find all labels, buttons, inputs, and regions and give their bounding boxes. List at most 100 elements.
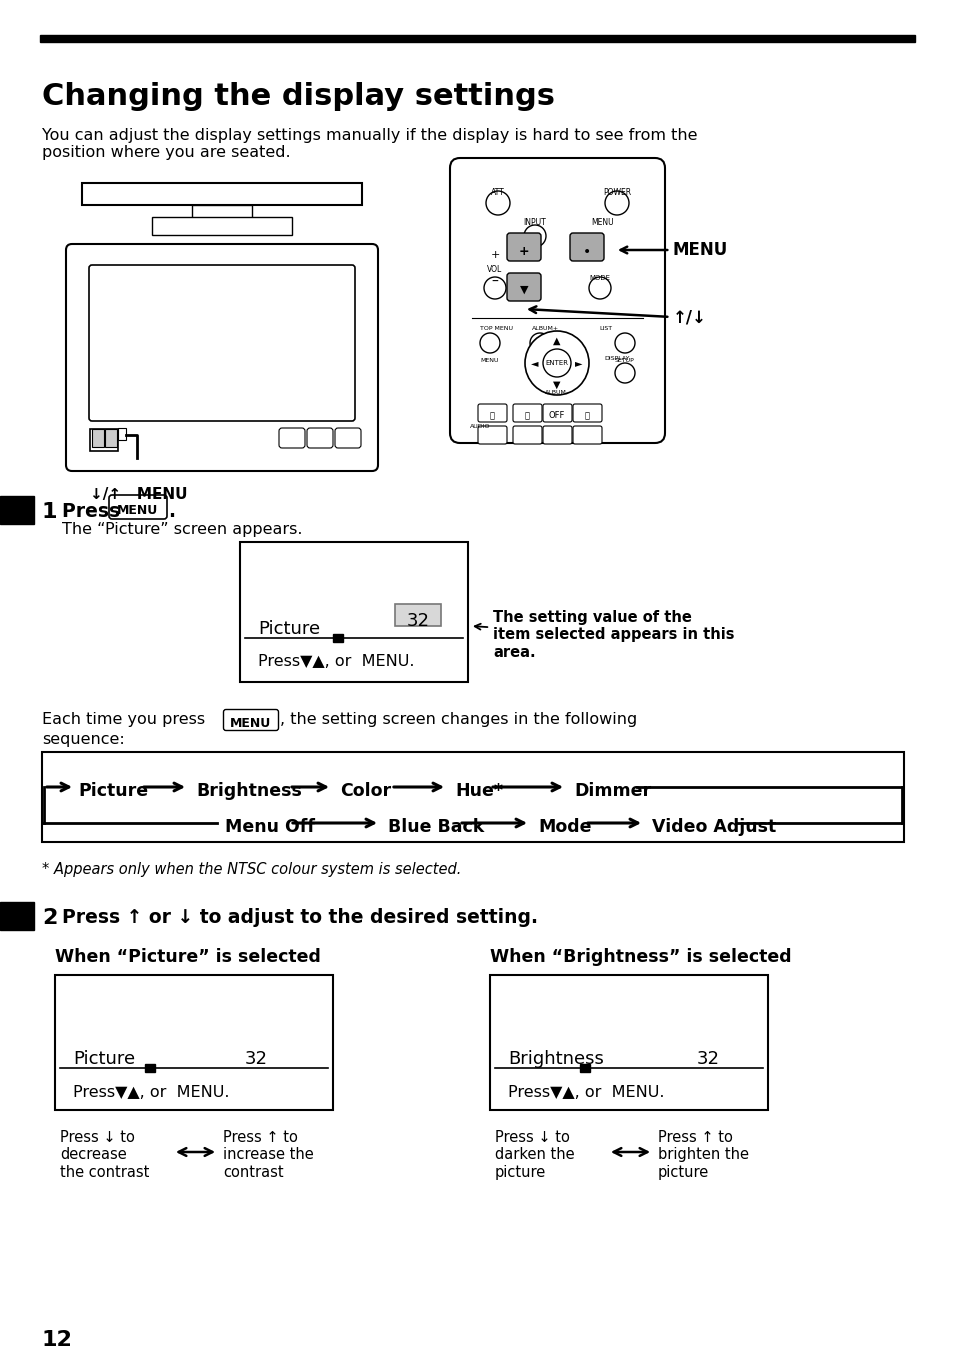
- Text: SETUP: SETUP: [615, 358, 634, 362]
- Bar: [42, 752, 903, 842]
- FancyBboxPatch shape: [513, 426, 541, 443]
- FancyBboxPatch shape: [278, 429, 305, 448]
- Bar: [152, 218, 292, 235]
- Text: Video Adjust: Video Adjust: [651, 818, 776, 836]
- Text: ALBUM–: ALBUM–: [544, 389, 569, 395]
- Text: ↑/↓: ↑/↓: [529, 307, 706, 327]
- Bar: [118, 429, 126, 439]
- Text: Hue*: Hue*: [455, 781, 502, 800]
- Text: Press▼▲, or  MENU.: Press▼▲, or MENU.: [257, 654, 414, 669]
- Bar: [82, 183, 361, 206]
- FancyBboxPatch shape: [109, 495, 167, 519]
- Text: LIST: LIST: [599, 326, 613, 331]
- FancyBboxPatch shape: [450, 158, 664, 443]
- Text: –: –: [491, 274, 497, 289]
- Bar: [105, 429, 117, 448]
- FancyBboxPatch shape: [66, 243, 377, 470]
- Text: ▲: ▲: [553, 337, 560, 346]
- Text: sequence:: sequence:: [42, 731, 125, 748]
- Text: AUDIO: AUDIO: [469, 425, 490, 429]
- Text: ▼: ▼: [519, 285, 528, 295]
- Text: Brightness: Brightness: [195, 781, 301, 800]
- Text: When “Brightness” is selected: When “Brightness” is selected: [490, 948, 791, 965]
- Circle shape: [604, 191, 628, 215]
- FancyBboxPatch shape: [307, 429, 333, 448]
- Text: Picture: Picture: [257, 621, 320, 638]
- Text: TOP MENU: TOP MENU: [479, 326, 513, 331]
- FancyBboxPatch shape: [506, 233, 540, 261]
- Text: Press ↑ to
brighten the
picture: Press ↑ to brighten the picture: [658, 1130, 748, 1180]
- Circle shape: [530, 333, 550, 353]
- Text: Dimmer: Dimmer: [574, 781, 651, 800]
- Text: ⏯: ⏯: [584, 411, 589, 420]
- Circle shape: [542, 349, 571, 377]
- FancyBboxPatch shape: [542, 404, 572, 422]
- Text: INPUT: INPUT: [523, 218, 546, 227]
- FancyBboxPatch shape: [573, 404, 601, 422]
- Circle shape: [615, 333, 635, 353]
- Text: Press ↑ to
increase the
contrast: Press ↑ to increase the contrast: [223, 1130, 314, 1180]
- Text: ►: ►: [575, 358, 582, 368]
- Text: Press ↓ to
decrease
the contrast: Press ↓ to decrease the contrast: [60, 1130, 150, 1180]
- Text: +: +: [518, 245, 529, 258]
- Text: MENU: MENU: [619, 241, 727, 260]
- Text: 32: 32: [697, 1051, 720, 1068]
- Bar: [0, 902, 34, 930]
- Text: Each time you press: Each time you press: [42, 713, 210, 727]
- Circle shape: [479, 333, 499, 353]
- Circle shape: [523, 224, 545, 247]
- Text: ⏭: ⏭: [524, 411, 529, 420]
- Text: POWER: POWER: [602, 188, 630, 197]
- Bar: [579, 1064, 589, 1072]
- Text: ATT: ATT: [491, 188, 504, 197]
- Bar: [333, 634, 343, 642]
- Circle shape: [615, 362, 635, 383]
- Text: MENU: MENU: [591, 218, 614, 227]
- Text: , the setting screen changes in the following: , the setting screen changes in the foll…: [280, 713, 637, 727]
- Text: MENU: MENU: [230, 717, 272, 730]
- FancyBboxPatch shape: [223, 710, 278, 730]
- Text: * Appears only when the NTSC colour system is selected.: * Appears only when the NTSC colour syst…: [42, 863, 461, 877]
- Text: MODE: MODE: [589, 274, 610, 281]
- Text: +: +: [490, 250, 499, 260]
- Text: MENU: MENU: [117, 504, 158, 516]
- Text: ENTER: ENTER: [545, 360, 568, 366]
- Text: .: .: [168, 502, 174, 521]
- FancyBboxPatch shape: [506, 273, 540, 301]
- Text: 2: 2: [42, 909, 57, 927]
- Bar: [145, 1064, 154, 1072]
- Circle shape: [485, 191, 510, 215]
- Bar: [91, 429, 104, 448]
- Bar: [395, 604, 440, 626]
- Text: Press ↑ or ↓ to adjust to the desired setting.: Press ↑ or ↓ to adjust to the desired se…: [62, 909, 537, 927]
- Text: Picture: Picture: [73, 1051, 135, 1068]
- Text: VOL: VOL: [487, 265, 502, 274]
- Text: 1: 1: [42, 502, 57, 522]
- Text: Brightness: Brightness: [507, 1051, 603, 1068]
- Text: The “Picture” screen appears.: The “Picture” screen appears.: [62, 522, 302, 537]
- Text: When “Picture” is selected: When “Picture” is selected: [55, 948, 320, 965]
- Text: The setting value of the
item selected appears in this
area.: The setting value of the item selected a…: [475, 610, 734, 660]
- FancyBboxPatch shape: [477, 404, 506, 422]
- Text: Mode: Mode: [537, 818, 591, 836]
- Text: 32: 32: [245, 1051, 268, 1068]
- FancyBboxPatch shape: [569, 233, 603, 261]
- Text: 32: 32: [406, 612, 429, 630]
- FancyBboxPatch shape: [477, 426, 506, 443]
- Bar: [192, 206, 252, 220]
- Text: Color: Color: [339, 781, 391, 800]
- Bar: [240, 542, 468, 681]
- Text: ALBUM+: ALBUM+: [532, 326, 558, 331]
- FancyBboxPatch shape: [513, 404, 541, 422]
- Text: Menu Off: Menu Off: [225, 818, 314, 836]
- Bar: [40, 35, 914, 42]
- Text: Press: Press: [62, 502, 127, 521]
- Text: ↓/↑   MENU: ↓/↑ MENU: [90, 487, 188, 502]
- Text: Press▼▲, or  MENU.: Press▼▲, or MENU.: [73, 1086, 230, 1101]
- Text: 12: 12: [42, 1330, 72, 1351]
- Text: Press▼▲, or  MENU.: Press▼▲, or MENU.: [507, 1086, 664, 1101]
- Text: •: •: [582, 245, 591, 260]
- Text: ⏮: ⏮: [489, 411, 494, 420]
- Text: MENU: MENU: [480, 358, 498, 362]
- Text: OFF: OFF: [548, 411, 564, 420]
